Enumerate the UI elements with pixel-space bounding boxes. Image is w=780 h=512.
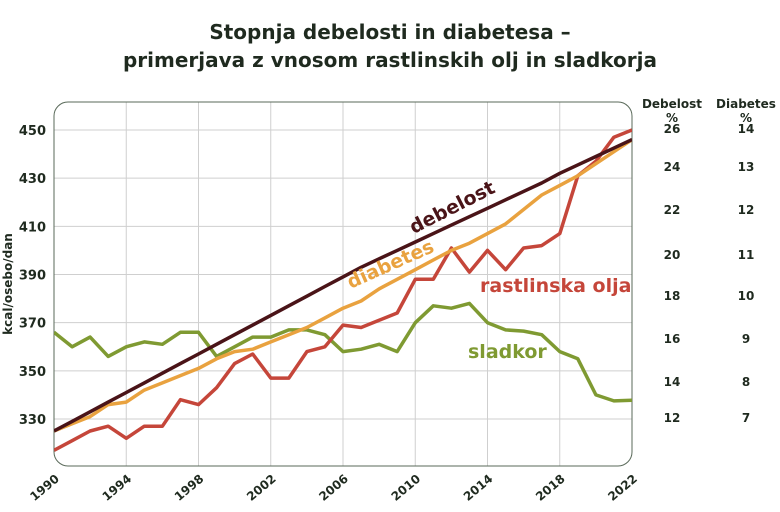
x-tick-label: 1998 [172, 472, 207, 504]
chart-title-line-1: Stopnja debelosti in diabetesa – [209, 20, 571, 44]
diabetes-tick-label: 10 [737, 289, 755, 303]
y-tick-label: 430 [19, 172, 46, 187]
debelost-tick-label: 16 [663, 332, 681, 346]
right-axis-title-debelost: Debelost % [641, 97, 703, 125]
y-tick-label: 450 [19, 124, 46, 139]
y-tick-label: 390 [19, 269, 46, 284]
y-tick-label: 330 [19, 413, 46, 428]
y-tick-label: 410 [19, 220, 46, 235]
diabetes-tick-label: 12 [737, 203, 755, 217]
series-line-sladkor [54, 301, 632, 403]
diabetes-tick-label: 14 [737, 122, 755, 136]
y-tick-label: 350 [19, 365, 46, 380]
x-tick-label: 1990 [27, 472, 62, 504]
debelost-tick-label: 24 [663, 160, 681, 174]
debelost-tick-label: 20 [663, 248, 681, 262]
debelost-tick-label: 14 [663, 375, 681, 389]
plot-frame [53, 101, 633, 467]
diabetes-tick-label: 8 [741, 375, 751, 389]
diabetes-tick-label: 7 [741, 411, 751, 425]
series-line-debelost [54, 138, 632, 433]
x-tick-label: 2010 [389, 472, 424, 504]
debelost-tick-label: 22 [663, 203, 681, 217]
diabetes-tick-label: 13 [737, 160, 755, 174]
x-tick-label: 1994 [100, 472, 135, 504]
y-axis-label: kcal/osebo/dan [1, 233, 15, 335]
diabetes-tick-label: 9 [741, 332, 751, 346]
diabetes-tick-label: 11 [737, 248, 755, 262]
debelost-tick-label: 26 [663, 122, 681, 136]
series-label-rastlinska-olja: rastlinska olja [480, 275, 631, 297]
debelost-tick-label: 12 [663, 411, 681, 425]
x-tick-label: 2002 [244, 472, 279, 504]
y-tick-label: 370 [19, 317, 46, 332]
series-group [54, 128, 632, 452]
right-axis-title-diabetes: Diabetes % [716, 97, 776, 125]
x-tick-label: 2018 [533, 472, 568, 504]
chart-title-line-2: primerjava z vnosom rastlinskih olj in s… [122, 48, 657, 72]
series-label-sladkor: sladkor [468, 341, 547, 363]
x-tick-label: 2014 [461, 472, 496, 504]
debelost-tick-label: 18 [663, 289, 681, 303]
series-line-diabetes [54, 138, 632, 433]
x-tick-label: 2022 [605, 472, 640, 504]
x-tick-label: 2006 [316, 472, 351, 504]
series-line-rastlinska-olja [54, 128, 632, 452]
